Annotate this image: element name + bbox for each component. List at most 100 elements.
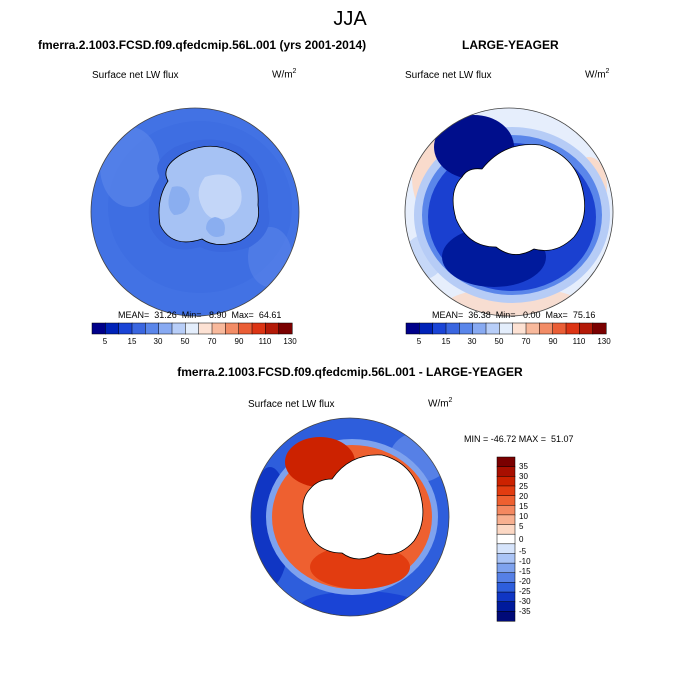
panel3-title: fmerra.2.1003.FCSD.f09.qfedcmip.56L.001 … bbox=[177, 365, 523, 379]
colorbar-tick: -5 bbox=[519, 547, 527, 556]
panel2-colorbar-ticks: 5 15 30 50 70 90 110 130 bbox=[406, 337, 611, 349]
colorbar-swatch bbox=[432, 322, 447, 335]
panel3-colorbar-ticks: 35 30 25 20 15 10 5 0 -5 -10 -15 -20 -25… bbox=[519, 457, 559, 627]
panel2-stats: MEAN= 36.38 Min= 0.00 Max= 75.16 bbox=[432, 310, 596, 320]
colorbar-tick: 5 bbox=[102, 337, 108, 346]
colorbar-swatch bbox=[512, 322, 527, 335]
colorbar-swatch bbox=[496, 572, 516, 583]
colorbar-swatch bbox=[171, 322, 186, 335]
colorbar-tick: 50 bbox=[180, 337, 190, 346]
colorbar-swatch bbox=[131, 322, 146, 335]
colorbar-tick: 50 bbox=[494, 337, 504, 346]
colorbar-tick: 15 bbox=[519, 502, 528, 511]
colorbar-swatch bbox=[496, 533, 516, 545]
colorbar-swatch bbox=[211, 322, 226, 335]
colorbar-swatch bbox=[158, 322, 173, 335]
colorbar-tick: 110 bbox=[572, 337, 586, 346]
panel3-map bbox=[250, 417, 450, 617]
colorbar-swatch bbox=[445, 322, 460, 335]
colorbar-tick: 90 bbox=[234, 337, 244, 346]
colorbar-swatch bbox=[525, 322, 540, 335]
colorbar-tick: 0 bbox=[519, 535, 524, 544]
colorbar-tick: 90 bbox=[548, 337, 558, 346]
colorbar-tick: 5 bbox=[519, 522, 524, 531]
colorbar-tick: 70 bbox=[521, 337, 531, 346]
panel1-colorbar-ticks: 5 15 30 50 70 90 110 130 bbox=[92, 337, 297, 349]
colorbar-tick: -30 bbox=[519, 597, 531, 606]
colorbar-swatch bbox=[118, 322, 133, 335]
colorbar-tick: 10 bbox=[519, 512, 528, 521]
colorbar-tick: 30 bbox=[519, 472, 528, 481]
colorbar-swatch bbox=[278, 322, 293, 335]
season-title: JJA bbox=[333, 8, 367, 30]
colorbar-tick: 15 bbox=[441, 337, 451, 346]
colorbar-swatch bbox=[91, 322, 106, 335]
colorbar-tick: 5 bbox=[416, 337, 422, 346]
colorbar-tick: -10 bbox=[519, 557, 531, 566]
colorbar-swatch bbox=[496, 582, 516, 593]
colorbar-swatch bbox=[496, 504, 516, 516]
colorbar-swatch bbox=[496, 591, 516, 603]
colorbar-swatch bbox=[472, 322, 487, 335]
colorbar-swatch bbox=[485, 322, 500, 335]
colorbar-tick: -20 bbox=[519, 577, 531, 586]
panel3-units: W/m2 bbox=[428, 397, 453, 410]
colorbar-swatch bbox=[225, 322, 240, 335]
panel3-stats: MIN = -46.72 MAX = 51.07 bbox=[464, 434, 574, 444]
colorbar-swatch bbox=[552, 322, 567, 335]
colorbar-tick: 110 bbox=[258, 337, 272, 346]
colorbar-swatch bbox=[496, 476, 516, 487]
colorbar-tick: -15 bbox=[519, 567, 531, 576]
panel1-units: W/m2 bbox=[272, 68, 297, 81]
colorbar-swatch bbox=[592, 322, 607, 335]
colorbar-swatch bbox=[496, 524, 516, 535]
colorbar-swatch bbox=[105, 322, 120, 335]
panel1-colorbar bbox=[91, 322, 293, 335]
panel2-map bbox=[404, 107, 614, 317]
colorbar-swatch bbox=[579, 322, 594, 335]
colorbar-swatch bbox=[496, 466, 516, 477]
panel1-map bbox=[90, 107, 300, 317]
panel2-units: W/m2 bbox=[585, 68, 610, 81]
colorbar-tick: 15 bbox=[127, 337, 137, 346]
panel2-colorbar bbox=[405, 322, 607, 335]
colorbar-swatch bbox=[496, 495, 516, 506]
colorbar-swatch bbox=[265, 322, 280, 335]
colorbar-swatch bbox=[185, 322, 200, 335]
colorbar-swatch bbox=[496, 562, 516, 574]
colorbar-tick: 20 bbox=[519, 492, 528, 501]
colorbar-swatch bbox=[496, 456, 516, 468]
colorbar-tick: 70 bbox=[207, 337, 217, 346]
colorbar-tick: 30 bbox=[153, 337, 163, 346]
colorbar-swatch bbox=[251, 322, 266, 335]
panel1-title: fmerra.2.1003.FCSD.f09.qfedcmip.56L.001 … bbox=[38, 38, 367, 52]
colorbar-swatch bbox=[496, 514, 516, 526]
colorbar-tick: 25 bbox=[519, 482, 528, 491]
colorbar-swatch bbox=[496, 601, 516, 612]
colorbar-swatch bbox=[198, 322, 213, 335]
colorbar-tick: 130 bbox=[283, 337, 297, 346]
colorbar-swatch bbox=[565, 322, 580, 335]
colorbar-tick: -35 bbox=[519, 607, 531, 616]
panel2-title: LARGE-YEAGER bbox=[462, 38, 559, 52]
colorbar-swatch bbox=[238, 322, 253, 335]
colorbar-swatch bbox=[499, 322, 514, 335]
colorbar-tick: 130 bbox=[597, 337, 611, 346]
colorbar-swatch bbox=[539, 322, 554, 335]
panel2-variable: Surface net LW flux bbox=[405, 70, 492, 81]
panel1-stats: MEAN= 31.26 Min= 8.90 Max= 64.61 bbox=[118, 310, 282, 320]
colorbar-swatch bbox=[496, 543, 516, 555]
colorbar-swatch bbox=[405, 322, 420, 335]
panel1-variable: Surface net LW flux bbox=[92, 70, 179, 81]
colorbar-tick: -25 bbox=[519, 587, 531, 596]
colorbar-swatch bbox=[459, 322, 474, 335]
panel3-colorbar bbox=[496, 456, 516, 622]
panel3-variable: Surface net LW flux bbox=[248, 399, 335, 410]
colorbar-tick: 30 bbox=[467, 337, 477, 346]
colorbar-swatch bbox=[496, 611, 516, 622]
colorbar-swatch bbox=[145, 322, 160, 335]
colorbar-swatch bbox=[496, 485, 516, 497]
colorbar-swatch bbox=[496, 553, 516, 564]
colorbar-swatch bbox=[419, 322, 434, 335]
colorbar-tick: 35 bbox=[519, 462, 528, 471]
